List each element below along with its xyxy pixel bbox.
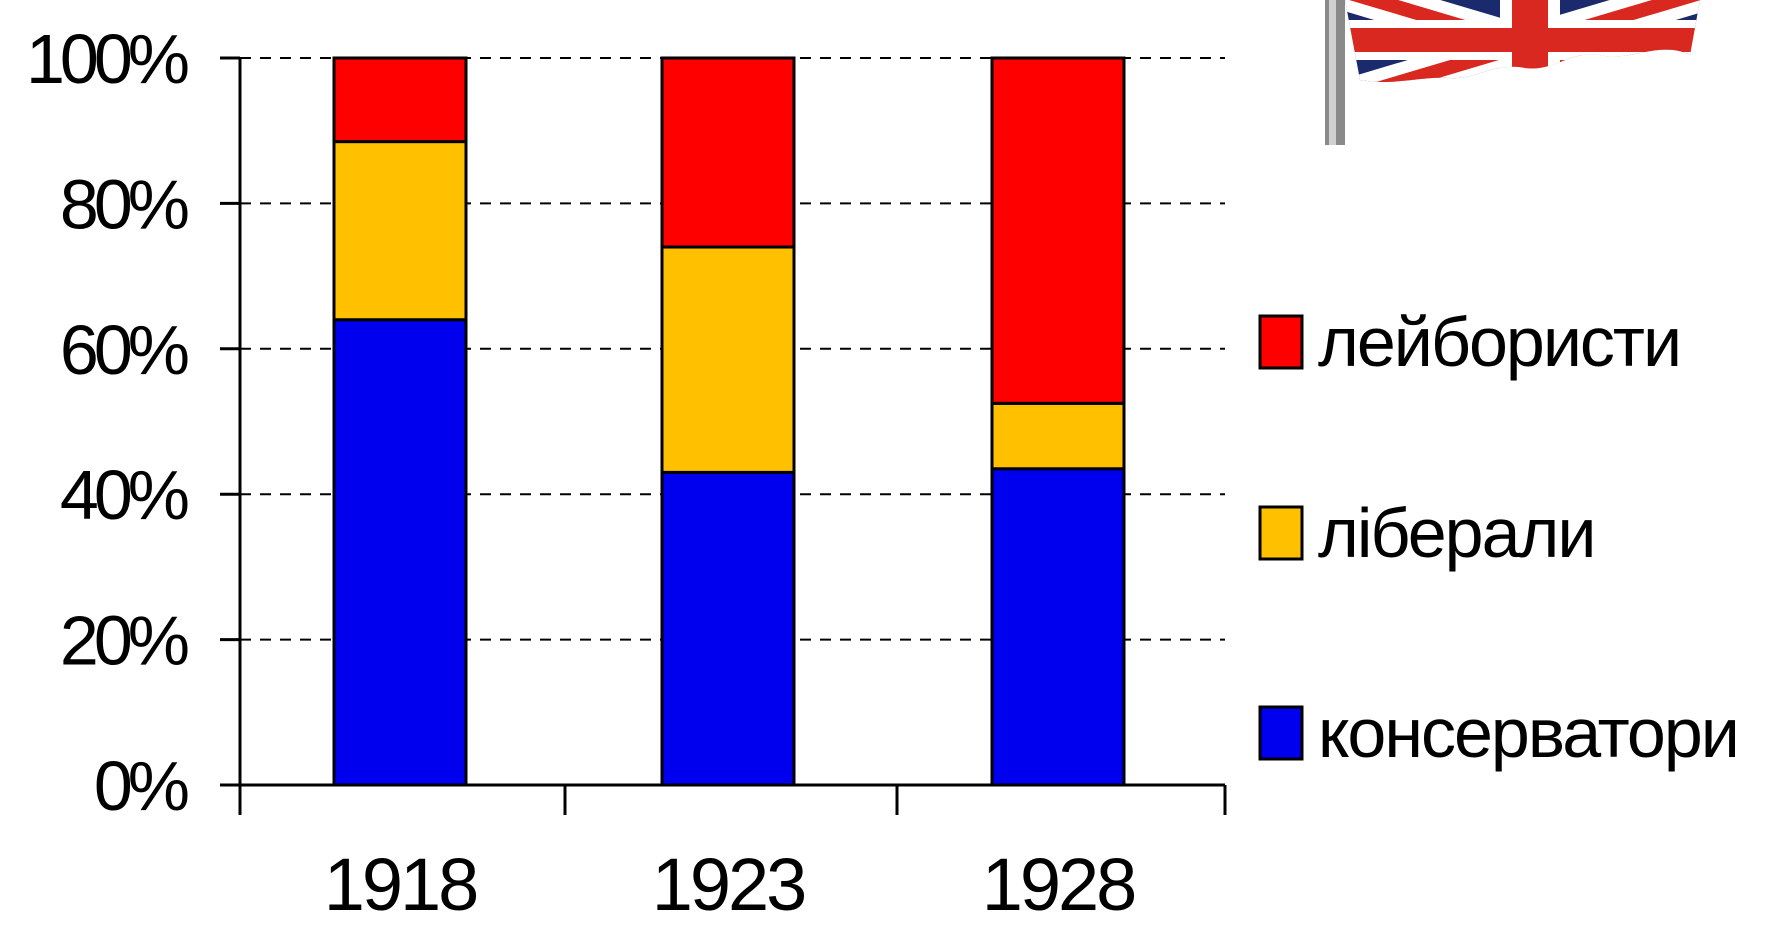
- bar-segment: [332, 140, 468, 322]
- y-tick-label: 100%: [26, 20, 188, 98]
- x-tick-label: 1918: [324, 843, 477, 926]
- legend-label: консерватори: [1318, 694, 1738, 772]
- legend-swatch: [1258, 705, 1304, 761]
- legend: лейбористи ліберали консерватори: [1258, 303, 1740, 772]
- legend-label: ліберали: [1318, 494, 1594, 572]
- y-tick-labels: 0% 20% 40% 60% 80% 100%: [26, 20, 193, 825]
- bar-segment: [990, 56, 1126, 405]
- bar-segment: [332, 318, 468, 787]
- y-tick-label: 0%: [94, 747, 188, 825]
- bar-segment: [332, 56, 468, 144]
- x-tick-label: 1928: [982, 843, 1135, 926]
- union-jack-flag-icon: [1325, 0, 1700, 145]
- y-tick-label: 60%: [60, 311, 188, 389]
- x-tick-labels: 1918 1923 1928: [324, 843, 1138, 926]
- y-tick-label: 20%: [60, 602, 188, 680]
- bar-segment: [660, 470, 796, 787]
- bar-segment: [990, 401, 1126, 471]
- bar-segment: [660, 245, 796, 474]
- legend-label: лейбористи: [1318, 303, 1680, 381]
- bars: [332, 56, 1126, 787]
- legend-swatch: [1258, 505, 1304, 561]
- bar-segment: [660, 56, 796, 249]
- y-tick-label: 80%: [60, 165, 188, 243]
- bar-segment: [990, 467, 1126, 787]
- legend-swatch: [1258, 314, 1304, 370]
- x-tick-label: 1923: [652, 843, 805, 926]
- y-tick-label: 40%: [60, 456, 188, 534]
